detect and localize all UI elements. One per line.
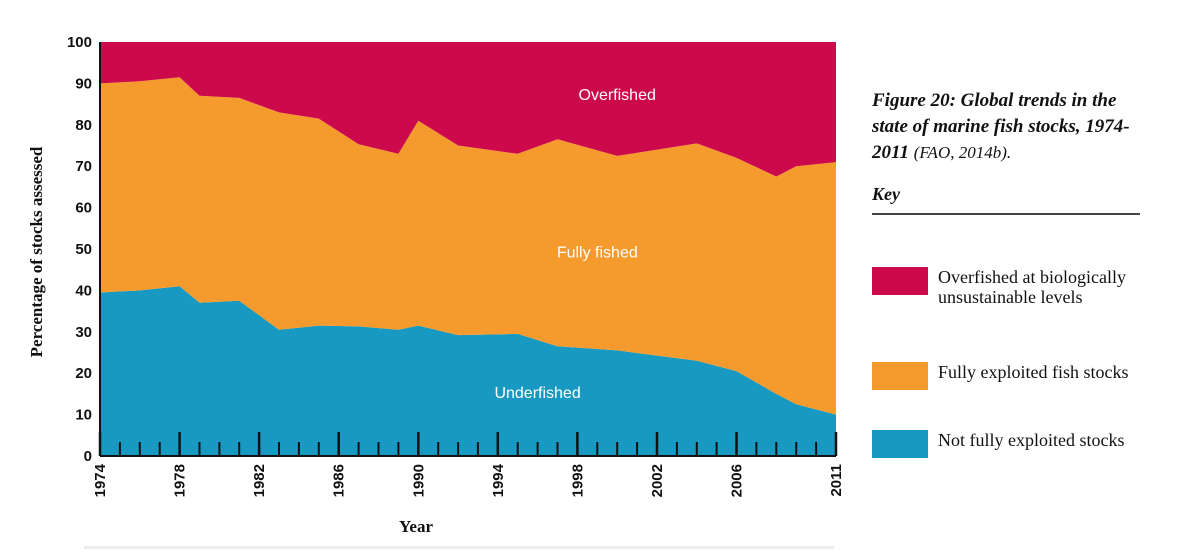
x-tick-label-1986: 1986	[331, 464, 348, 497]
legend-item-overfished: Overfished at biologically unsustainable…	[872, 267, 1138, 307]
x-tick-label-1990: 1990	[410, 464, 427, 497]
x-tick-labels: 1974 1978 1982 1986 1990 1994 1998 2002 2006 2011	[92, 463, 845, 497]
figure-title: Figure 20: Global trends in the state of…	[872, 90, 1130, 163]
legend-label-overfished: Overfished at biologically unsustainable…	[938, 267, 1126, 307]
figure-sidebar: Figure 20: Global trends in the state of…	[872, 88, 1140, 215]
x-tick-label-1994: 1994	[490, 463, 507, 497]
legend-item-fully-exploited: Fully exploited fish stocks	[872, 362, 1138, 390]
figure-source: (FAO, 2014b).	[913, 143, 1012, 162]
area-layers	[100, 42, 836, 456]
legend-label-fully-exploited: Fully exploited fish stocks	[938, 362, 1129, 382]
legend-swatch-fully-exploited	[872, 362, 928, 390]
y-tick-label-50: 50	[75, 241, 92, 258]
x-tick-label-2011: 2011	[828, 464, 845, 497]
figure-caption: Figure 20: Global trends in the state of…	[872, 88, 1140, 166]
y-tick-labels: 0 10 20 30 40 50 60 70 80 90 100	[67, 34, 92, 465]
x-tick-label-1978: 1978	[172, 464, 189, 497]
legend-item-not-fully-exploited: Not fully exploited stocks	[872, 430, 1138, 458]
area-overfished	[100, 42, 836, 177]
area-label-overfished: Overfished	[579, 87, 656, 104]
y-axis-title: Percentage of stocks assessed	[27, 146, 46, 357]
x-tick-label-2002: 2002	[649, 464, 666, 497]
area-label-fully-fished: Fully fished	[557, 244, 638, 261]
y-tick-label-100: 100	[67, 34, 92, 51]
legend-swatch-overfished	[872, 267, 928, 295]
y-tick-label-10: 10	[75, 407, 92, 424]
area-label-underfished: Underfished	[494, 385, 580, 402]
y-tick-label-80: 80	[75, 117, 92, 134]
y-tick-label-70: 70	[75, 158, 92, 175]
y-tick-label-20: 20	[75, 365, 92, 382]
y-tick-label-90: 90	[75, 75, 92, 92]
x-tick-label-2006: 2006	[729, 464, 746, 497]
y-tick-label-0: 0	[84, 448, 92, 465]
legend-label-not-fully-exploited: Not fully exploited stocks	[938, 430, 1125, 450]
y-tick-label-40: 40	[75, 282, 92, 299]
x-tick-label-1982: 1982	[251, 464, 268, 497]
x-tick-label-1998: 1998	[569, 464, 586, 497]
x-tick-label-1974: 1974	[92, 463, 109, 497]
area-fully-fished	[100, 77, 836, 415]
key-heading: Key	[872, 184, 1140, 215]
bottom-divider	[84, 546, 834, 549]
y-tick-label-30: 30	[75, 324, 92, 341]
y-tick-label-60: 60	[75, 200, 92, 217]
area-underfished	[100, 286, 836, 456]
area-region-labels: Underfished Fully fished Overfished	[494, 87, 655, 402]
x-axis-title: Year	[399, 517, 433, 536]
legend-swatch-not-fully-exploited	[872, 430, 928, 458]
x-axis-ticks	[98, 432, 838, 456]
